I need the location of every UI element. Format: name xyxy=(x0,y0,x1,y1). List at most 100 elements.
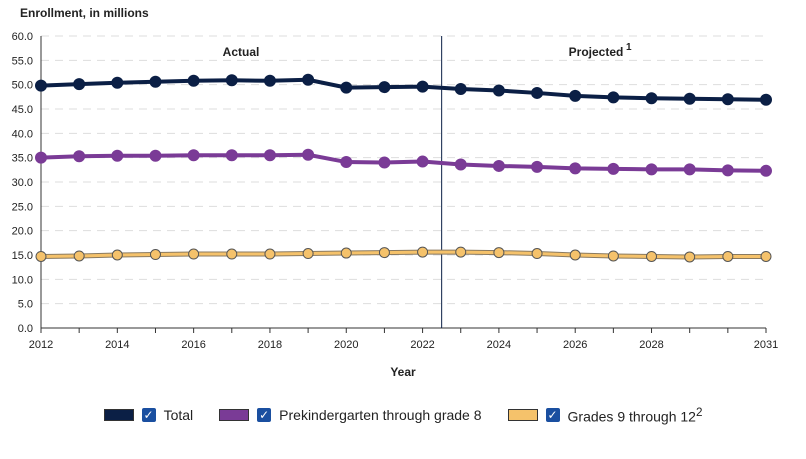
legend-item-total[interactable]: ✓ Total xyxy=(103,407,194,424)
legend-label: Total xyxy=(163,407,194,424)
data-point xyxy=(302,73,315,86)
checkbox-icon[interactable]: ✓ xyxy=(257,408,272,423)
data-point xyxy=(416,80,429,93)
data-point xyxy=(722,250,734,262)
data-point xyxy=(683,92,696,105)
x-tick-label: 2024 xyxy=(487,339,511,351)
data-point xyxy=(264,248,276,260)
checkbox-icon[interactable]: ✓ xyxy=(545,408,560,423)
data-point xyxy=(73,78,86,91)
data-point xyxy=(73,150,86,163)
series-line-0 xyxy=(40,77,767,102)
data-point xyxy=(149,249,161,261)
y-tick-label: 0.0 xyxy=(18,323,33,335)
y-tick-label: 15.0 xyxy=(12,250,33,262)
plot-area: Enrollment, in millions 0.0 5.0 10.0 15.0 20.… xyxy=(12,6,779,379)
data-point xyxy=(721,93,734,106)
data-point xyxy=(569,162,582,175)
y-tick-label: 10.0 xyxy=(12,274,33,286)
data-point xyxy=(302,148,315,161)
data-point xyxy=(340,247,352,259)
y-tick-label: 25.0 xyxy=(12,201,33,213)
data-point xyxy=(569,249,581,261)
data-point xyxy=(531,160,544,173)
data-point xyxy=(607,162,620,175)
data-point xyxy=(492,84,505,97)
data-point xyxy=(645,163,658,176)
data-point xyxy=(493,247,505,259)
data-point xyxy=(416,155,429,168)
annotation-actual: Actual xyxy=(223,45,260,59)
data-point xyxy=(607,91,620,104)
data-point xyxy=(187,149,200,162)
data-point xyxy=(340,81,353,94)
data-point xyxy=(302,248,314,260)
data-point xyxy=(417,246,429,258)
data-point xyxy=(455,246,467,258)
data-point xyxy=(645,92,658,105)
data-point xyxy=(378,81,391,94)
data-point xyxy=(531,248,543,260)
data-point xyxy=(569,89,582,102)
legend-item-prek8[interactable]: ✓ Prekindergarten through grade 8 xyxy=(219,407,482,424)
x-axis-label: Year xyxy=(390,365,416,379)
data-point xyxy=(226,248,238,260)
y-tick-label: 20.0 xyxy=(12,226,33,238)
y-axis-label: Enrollment, in millions xyxy=(20,6,149,20)
data-point xyxy=(35,151,47,164)
x-tick-label: 2028 xyxy=(639,339,663,351)
legend-label: Grades 9 through 12 xyxy=(567,408,696,425)
series-line-2 xyxy=(40,250,766,259)
y-tick-label: 45.0 xyxy=(12,104,33,116)
checkbox-icon[interactable]: ✓ xyxy=(141,408,156,423)
data-point xyxy=(531,86,544,99)
y-tick-label: 60.0 xyxy=(12,31,33,43)
swatch xyxy=(507,409,538,422)
data-point xyxy=(760,250,772,262)
legend-sup: 2 xyxy=(695,406,703,419)
data-point xyxy=(149,149,162,162)
x-tick-label: 2012 xyxy=(29,339,53,351)
data-point xyxy=(454,158,467,171)
data-point xyxy=(340,156,353,169)
data-point xyxy=(684,251,696,263)
legend-item-grades912[interactable]: ✓ Grades 9 through 122 xyxy=(507,406,703,425)
data-point xyxy=(607,250,619,262)
swatch xyxy=(103,409,134,422)
data-point xyxy=(35,79,47,92)
x-tick-label: 2018 xyxy=(258,339,282,351)
data-point xyxy=(378,247,390,259)
data-point xyxy=(760,93,772,106)
data-point xyxy=(225,149,238,162)
data-point xyxy=(35,250,47,262)
y-tick-label: 5.0 xyxy=(18,299,33,311)
x-tick-label: 2026 xyxy=(563,339,587,351)
data-point xyxy=(111,76,124,89)
data-point xyxy=(111,249,123,261)
y-tick-label: 35.0 xyxy=(12,153,33,165)
data-point xyxy=(721,164,734,177)
y-tick-label: 50.0 xyxy=(12,80,33,92)
data-point xyxy=(149,75,162,88)
x-tick-label: 2014 xyxy=(105,339,129,351)
annotation-projected-sup: 1 xyxy=(626,42,632,53)
data-point xyxy=(263,74,276,87)
data-point xyxy=(225,74,238,87)
data-point xyxy=(73,250,85,262)
x-tick-label: 2031 xyxy=(754,339,778,351)
y-tick-label: 40.0 xyxy=(12,128,33,140)
legend: ✓ Total ✓ Prekindergarten through grade 8 … xyxy=(0,406,806,425)
y-tick-label: 30.0 xyxy=(12,177,33,189)
data-point xyxy=(187,74,200,87)
x-tick-label: 2022 xyxy=(410,339,434,351)
swatch xyxy=(219,409,250,422)
y-tick-label: 55.0 xyxy=(12,55,33,67)
data-point xyxy=(111,149,124,162)
x-tick-label: 2016 xyxy=(181,339,205,351)
annotation-projected: Projected xyxy=(569,45,624,59)
series-line-1 xyxy=(40,152,767,173)
data-point xyxy=(683,163,696,176)
legend-label: Prekindergarten through grade 8 xyxy=(279,407,482,424)
data-point xyxy=(378,156,391,169)
